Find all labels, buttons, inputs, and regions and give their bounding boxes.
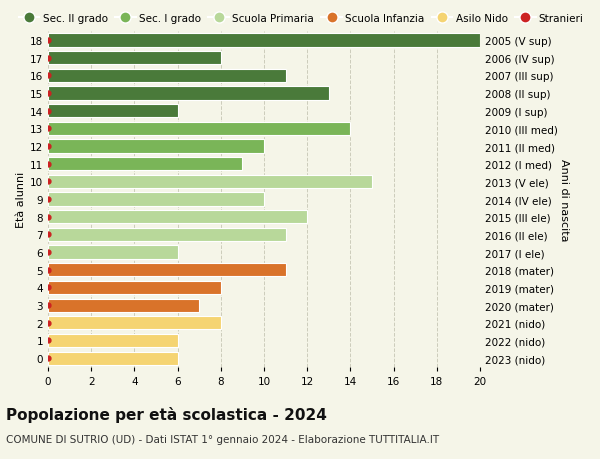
Bar [48,263,286,277]
Bar [48,158,242,171]
Y-axis label: Anni di nascita: Anni di nascita [559,158,569,241]
Bar [48,334,178,347]
Bar [48,34,480,48]
Bar [48,193,264,206]
Bar [48,281,221,295]
Bar [48,299,199,312]
Bar [48,228,286,241]
Bar [48,70,286,83]
Bar [48,105,178,118]
Bar [48,123,350,136]
Bar [48,87,329,101]
Text: Popolazione per età scolastica - 2024: Popolazione per età scolastica - 2024 [6,406,327,422]
Bar [48,140,264,153]
Bar [48,352,178,365]
Text: COMUNE DI SUTRIO (UD) - Dati ISTAT 1° gennaio 2024 - Elaborazione TUTTITALIA.IT: COMUNE DI SUTRIO (UD) - Dati ISTAT 1° ge… [6,434,439,444]
Bar [48,175,372,189]
Bar [48,317,221,330]
Bar [48,246,178,259]
Bar [48,211,307,224]
Y-axis label: Età alunni: Età alunni [16,172,26,228]
Bar [48,52,221,65]
Legend: Sec. II grado, Sec. I grado, Scuola Primaria, Scuola Infanzia, Asilo Nido, Stran: Sec. II grado, Sec. I grado, Scuola Prim… [19,14,584,23]
